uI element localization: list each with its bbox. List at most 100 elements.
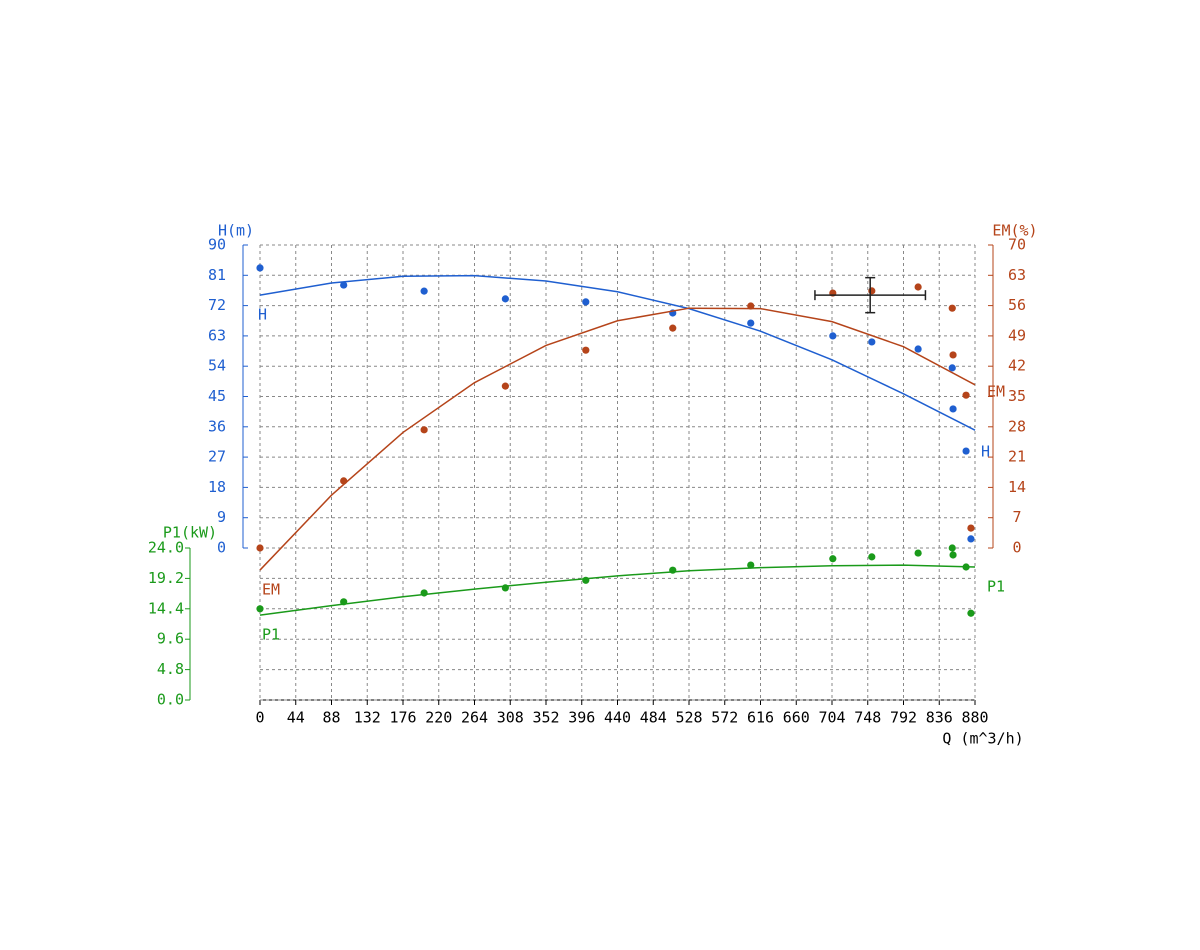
y2-tick-label: 49 bbox=[1008, 326, 1026, 344]
y-tick-label: 36 bbox=[208, 417, 226, 435]
data-point bbox=[948, 304, 956, 312]
x-tick-label: 352 bbox=[532, 709, 559, 727]
data-point bbox=[669, 324, 677, 332]
data-point bbox=[829, 332, 837, 340]
x-tick-label: 220 bbox=[425, 709, 452, 727]
x-tick-label: 396 bbox=[568, 709, 595, 727]
y2-tick-label: 21 bbox=[1008, 448, 1026, 466]
x-tick-label: 440 bbox=[604, 709, 631, 727]
y2-tick-label: 14 bbox=[1008, 478, 1026, 496]
y-tick-label: 90 bbox=[208, 236, 226, 254]
data-point bbox=[420, 287, 428, 295]
x-tick-label: 880 bbox=[961, 709, 988, 727]
data-point bbox=[914, 549, 922, 557]
y3-tick-label: 14.4 bbox=[148, 599, 184, 617]
x-tick-label: 704 bbox=[818, 709, 845, 727]
data-point bbox=[948, 364, 956, 372]
data-point bbox=[340, 477, 348, 485]
curve-label: H bbox=[981, 443, 990, 461]
data-point bbox=[582, 298, 590, 306]
x-tick-label: 616 bbox=[747, 709, 774, 727]
data-point bbox=[967, 535, 975, 543]
data-point bbox=[501, 382, 509, 390]
data-point bbox=[669, 566, 677, 574]
y-tick-label: 45 bbox=[208, 387, 226, 405]
data-point bbox=[340, 598, 348, 606]
data-point bbox=[582, 346, 590, 354]
y2-tick-label: 28 bbox=[1008, 417, 1026, 435]
y3-tick-label: 0.0 bbox=[157, 691, 184, 709]
x-tick-label: 264 bbox=[461, 709, 488, 727]
x-tick-label: 572 bbox=[711, 709, 738, 727]
data-point bbox=[948, 544, 956, 552]
y-tick-label: 9 bbox=[217, 508, 226, 526]
x-axis-title: Q (m^3/h) bbox=[942, 730, 1023, 748]
y3-tick-label: 24.0 bbox=[148, 539, 184, 557]
data-point bbox=[868, 338, 876, 346]
data-point bbox=[340, 281, 348, 289]
y2-tick-label: 63 bbox=[1008, 266, 1026, 284]
y-tick-label: 54 bbox=[208, 357, 226, 375]
data-point bbox=[256, 605, 264, 613]
x-tick-label: 88 bbox=[322, 709, 340, 727]
curve-label: P1 bbox=[987, 578, 1005, 596]
curve-label: EM bbox=[987, 382, 1005, 400]
x-tick-label: 528 bbox=[675, 709, 702, 727]
y-tick-label: 0 bbox=[217, 539, 226, 557]
data-point bbox=[256, 264, 264, 272]
fit-curve bbox=[259, 307, 976, 571]
x-tick-label: 748 bbox=[854, 709, 881, 727]
curve-label: H bbox=[258, 306, 267, 324]
x-tick-label: 176 bbox=[389, 709, 416, 727]
data-point bbox=[962, 391, 970, 399]
y2-tick-label: 42 bbox=[1008, 357, 1026, 375]
y2-axis-title: EM(%) bbox=[992, 222, 1037, 240]
data-point bbox=[914, 283, 922, 291]
data-point bbox=[747, 319, 755, 327]
data-point bbox=[747, 302, 755, 310]
y2-tick-label: 56 bbox=[1008, 296, 1026, 314]
fit-curve bbox=[259, 274, 976, 431]
y3-axis-title: P1(kW) bbox=[163, 524, 217, 542]
x-tick-label: 0 bbox=[255, 709, 264, 727]
y2-tick-label: 35 bbox=[1008, 387, 1026, 405]
data-point bbox=[420, 589, 428, 597]
data-point bbox=[868, 553, 876, 561]
data-point bbox=[962, 447, 970, 455]
x-tick-label: 132 bbox=[354, 709, 381, 727]
data-point bbox=[949, 551, 957, 559]
y-tick-label: 72 bbox=[208, 296, 226, 314]
data-point bbox=[962, 563, 970, 571]
y3-tick-label: 4.8 bbox=[157, 660, 184, 678]
data-point bbox=[501, 295, 509, 303]
x-tick-label: 660 bbox=[783, 709, 810, 727]
data-point bbox=[747, 561, 755, 569]
data-point bbox=[420, 426, 428, 434]
data-point bbox=[868, 287, 876, 295]
data-point bbox=[582, 576, 590, 584]
y-tick-label: 63 bbox=[208, 326, 226, 344]
x-tick-label: 484 bbox=[640, 709, 667, 727]
x-tick-label: 44 bbox=[287, 709, 305, 727]
data-point bbox=[967, 524, 975, 532]
y-tick-label: 18 bbox=[208, 478, 226, 496]
y3-tick-label: 9.6 bbox=[157, 630, 184, 648]
data-point bbox=[914, 345, 922, 353]
data-point bbox=[949, 351, 957, 359]
x-tick-label: 308 bbox=[497, 709, 524, 727]
fit-curve bbox=[259, 564, 976, 616]
y2-tick-label: 0 bbox=[1012, 539, 1021, 557]
x-tick-label: 792 bbox=[890, 709, 917, 727]
y3-tick-label: 19.2 bbox=[148, 569, 184, 587]
data-point bbox=[256, 544, 264, 552]
y2-tick-label: 7 bbox=[1012, 508, 1021, 526]
data-point bbox=[949, 405, 957, 413]
data-point bbox=[501, 584, 509, 592]
y-axis-title: H(m) bbox=[218, 222, 254, 240]
x-tick-label: 836 bbox=[926, 709, 953, 727]
y-tick-label: 81 bbox=[208, 266, 226, 284]
y-tick-label: 27 bbox=[208, 448, 226, 466]
data-point bbox=[967, 609, 975, 617]
y2-tick-label: 70 bbox=[1008, 236, 1026, 254]
